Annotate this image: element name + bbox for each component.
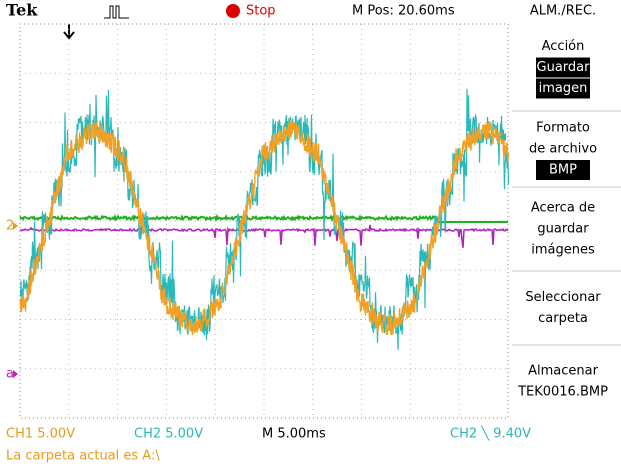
menu-value-highlight xyxy=(536,57,590,78)
horizontal-position: M Pos: 20.60ms xyxy=(352,4,455,19)
menu-label: Formato xyxy=(536,121,590,136)
math-marker: a xyxy=(6,367,14,382)
ch3-trace xyxy=(19,213,508,223)
ch2-arrow xyxy=(13,222,18,230)
menu-value: BMP xyxy=(549,163,577,178)
menu-value: Guardar xyxy=(537,60,591,75)
menu-label: guardar xyxy=(537,222,589,237)
menu-value-highlight xyxy=(536,160,590,180)
menu-value-highlight xyxy=(536,78,590,99)
ch1-scale: CH1 5.00V xyxy=(6,427,75,442)
ch2-scale: CH2 5.00V xyxy=(134,427,203,442)
menu-label: TEK0016.BMP xyxy=(517,385,608,400)
ch2-marker: 2 xyxy=(6,219,14,234)
menu-label: carpeta xyxy=(538,311,588,326)
trigger-setting: CH2 ╲ 9.40V xyxy=(450,425,531,442)
math-trace xyxy=(19,222,509,248)
side-menu: Acción Guardar imagen Formato de archivo BMP A… xyxy=(512,39,621,400)
stop-icon xyxy=(226,4,240,18)
menu-label: Seleccionar xyxy=(525,290,601,305)
run-status: Stop xyxy=(246,4,276,19)
brand: Tek xyxy=(6,1,38,20)
graticule xyxy=(20,24,508,418)
menu-title: ALM./REC. xyxy=(530,4,596,19)
math-arrow xyxy=(13,370,18,378)
trigger-level-marker xyxy=(499,133,506,141)
ch1-trace xyxy=(19,119,510,336)
timebase: M 5.00ms xyxy=(262,427,326,442)
waveforms xyxy=(19,88,510,350)
menu-value: imagen xyxy=(539,81,588,96)
menu-label: Acerca de xyxy=(531,201,595,216)
menu-label: Acción xyxy=(542,39,585,54)
acquire-icon xyxy=(104,5,129,19)
menu-label: Almacenar xyxy=(528,364,598,379)
status-message: La carpeta actual es A:\ xyxy=(6,449,160,464)
menu-label: de archivo xyxy=(529,142,597,157)
trigger-position-marker xyxy=(63,24,75,40)
menu-label: imágenes xyxy=(531,243,595,258)
